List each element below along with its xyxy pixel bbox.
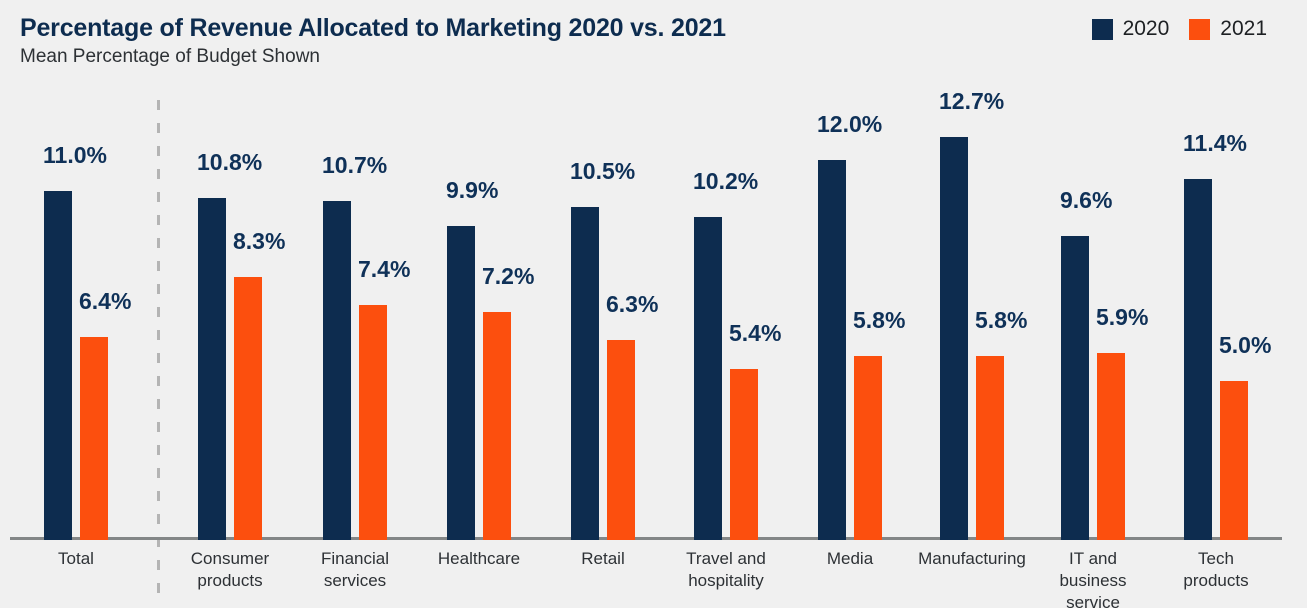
value-label-2020-tech-products: 11.4% — [1183, 130, 1247, 156]
category-label-total: Total — [58, 549, 94, 568]
category-label-consumer-products: Consumer products — [190, 549, 270, 591]
value-label-2021-retail: 6.3% — [606, 291, 659, 317]
value-label-2020-travel-and-hospitality: 10.2% — [693, 168, 759, 194]
category-label-healthcare: Healthcare — [437, 549, 521, 568]
value-label-2020-it-and-business-service: 9.6% — [1060, 187, 1113, 213]
bar-2020-tech-products — [1184, 179, 1212, 540]
bar-2021-financial-services — [359, 305, 387, 540]
x-axis-baseline — [10, 537, 1282, 540]
legend: 2020 2021 — [1091, 17, 1267, 41]
category-label-it-and-business-service: IT and business service — [1059, 549, 1127, 608]
category-label-tech-products: Tech products — [1183, 549, 1249, 591]
bar-2021-tech-products — [1220, 381, 1248, 540]
bar-2020-retail — [571, 207, 599, 540]
value-label-2020-financial-services: 10.7% — [322, 152, 388, 178]
value-label-2021-healthcare: 7.2% — [482, 263, 535, 289]
value-label-2020-manufacturing: 12.7% — [939, 88, 1005, 114]
bar-2021-total — [80, 337, 108, 540]
legend-swatch-2020 — [1091, 18, 1113, 40]
bar-2020-manufacturing — [940, 137, 968, 540]
bar-2020-it-and-business-service — [1061, 236, 1089, 540]
value-label-2020-total: 11.0% — [43, 142, 107, 168]
value-label-2021-tech-products: 5.0% — [1219, 332, 1272, 358]
bar-2021-consumer-products — [234, 277, 262, 540]
total-separator-dashed-line — [157, 100, 160, 594]
value-label-2021-financial-services: 7.4% — [358, 256, 411, 282]
category-label-financial-services: Financial services — [320, 549, 390, 591]
legend-item-2021: 2021 — [1189, 17, 1267, 41]
legend-item-2020: 2020 — [1091, 17, 1170, 41]
value-label-2021-total: 6.4% — [79, 288, 132, 314]
legend-label: 2021 — [1220, 17, 1267, 40]
bar-2021-media — [854, 356, 882, 540]
bar-2020-healthcare — [447, 226, 475, 540]
bar-2021-travel-and-hospitality — [730, 369, 758, 540]
category-label-media: Media — [826, 549, 874, 568]
category-label-manufacturing: Manufacturing — [918, 549, 1026, 568]
chart-title: Percentage of Revenue Allocated to Marke… — [20, 14, 726, 42]
value-label-2021-travel-and-hospitality: 5.4% — [729, 320, 782, 346]
value-label-2020-healthcare: 9.9% — [446, 177, 499, 203]
value-label-2020-retail: 10.5% — [570, 158, 636, 184]
value-label-2021-it-and-business-service: 5.9% — [1096, 304, 1149, 330]
value-label-2021-manufacturing: 5.8% — [975, 307, 1028, 333]
legend-label: 2020 — [1122, 17, 1170, 40]
bar-2020-consumer-products — [198, 198, 226, 540]
bar-2020-total — [44, 191, 72, 540]
value-label-2021-consumer-products: 8.3% — [233, 228, 286, 254]
bar-2021-retail — [607, 340, 635, 540]
bar-2021-it-and-business-service — [1097, 353, 1125, 540]
value-label-2020-media: 12.0% — [817, 111, 883, 137]
bar-2021-manufacturing — [976, 356, 1004, 540]
bar-2020-travel-and-hospitality — [694, 217, 722, 540]
value-label-2020-consumer-products: 10.8% — [197, 149, 263, 175]
category-label-travel-and-hospitality: Travel and hospitality — [686, 549, 766, 591]
bar-2020-financial-services — [323, 201, 351, 540]
category-label-retail: Retail — [581, 549, 625, 568]
chart-subtitle: Mean Percentage of Budget Shown — [20, 46, 320, 67]
value-label-2021-media: 5.8% — [853, 307, 906, 333]
bar-2021-healthcare — [483, 312, 511, 540]
bar-2020-media — [818, 160, 846, 540]
legend-swatch-2021 — [1189, 18, 1211, 40]
